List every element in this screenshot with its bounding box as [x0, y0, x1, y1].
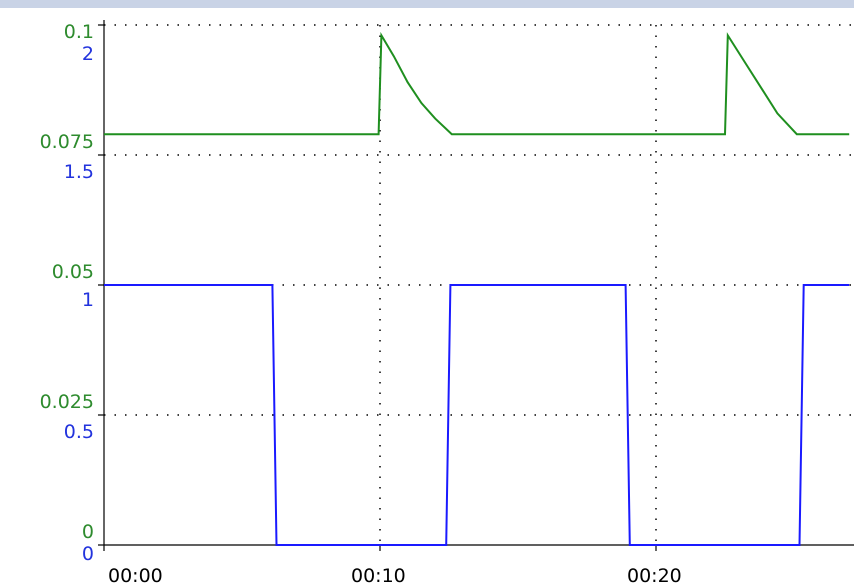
y-tick-blue-4: 0: [82, 543, 94, 565]
x-tick-2: 00:20: [627, 565, 682, 587]
y-tick-green-3: 0.025: [40, 391, 94, 413]
top-bar: [0, 0, 854, 8]
y-tick-blue-3: 0.5: [64, 421, 94, 443]
series-line-blue: [104, 284, 850, 546]
x-tick-1: 00:10: [351, 565, 406, 587]
y-tick-blue-2: 1: [82, 289, 94, 311]
x-tick-0: 00:00: [108, 565, 163, 587]
series: [104, 31, 850, 546]
y-tick-blue-0: 2: [82, 43, 94, 65]
series-line-green: [104, 31, 850, 136]
y-tick-green-4: 0: [82, 521, 94, 543]
y-tick-blue-1: 1.5: [64, 161, 94, 183]
y-tick-green-2: 0.05: [52, 261, 94, 283]
y-tick-green-0: 0.1: [64, 21, 94, 43]
y-tick-green-1: 0.075: [40, 131, 94, 153]
